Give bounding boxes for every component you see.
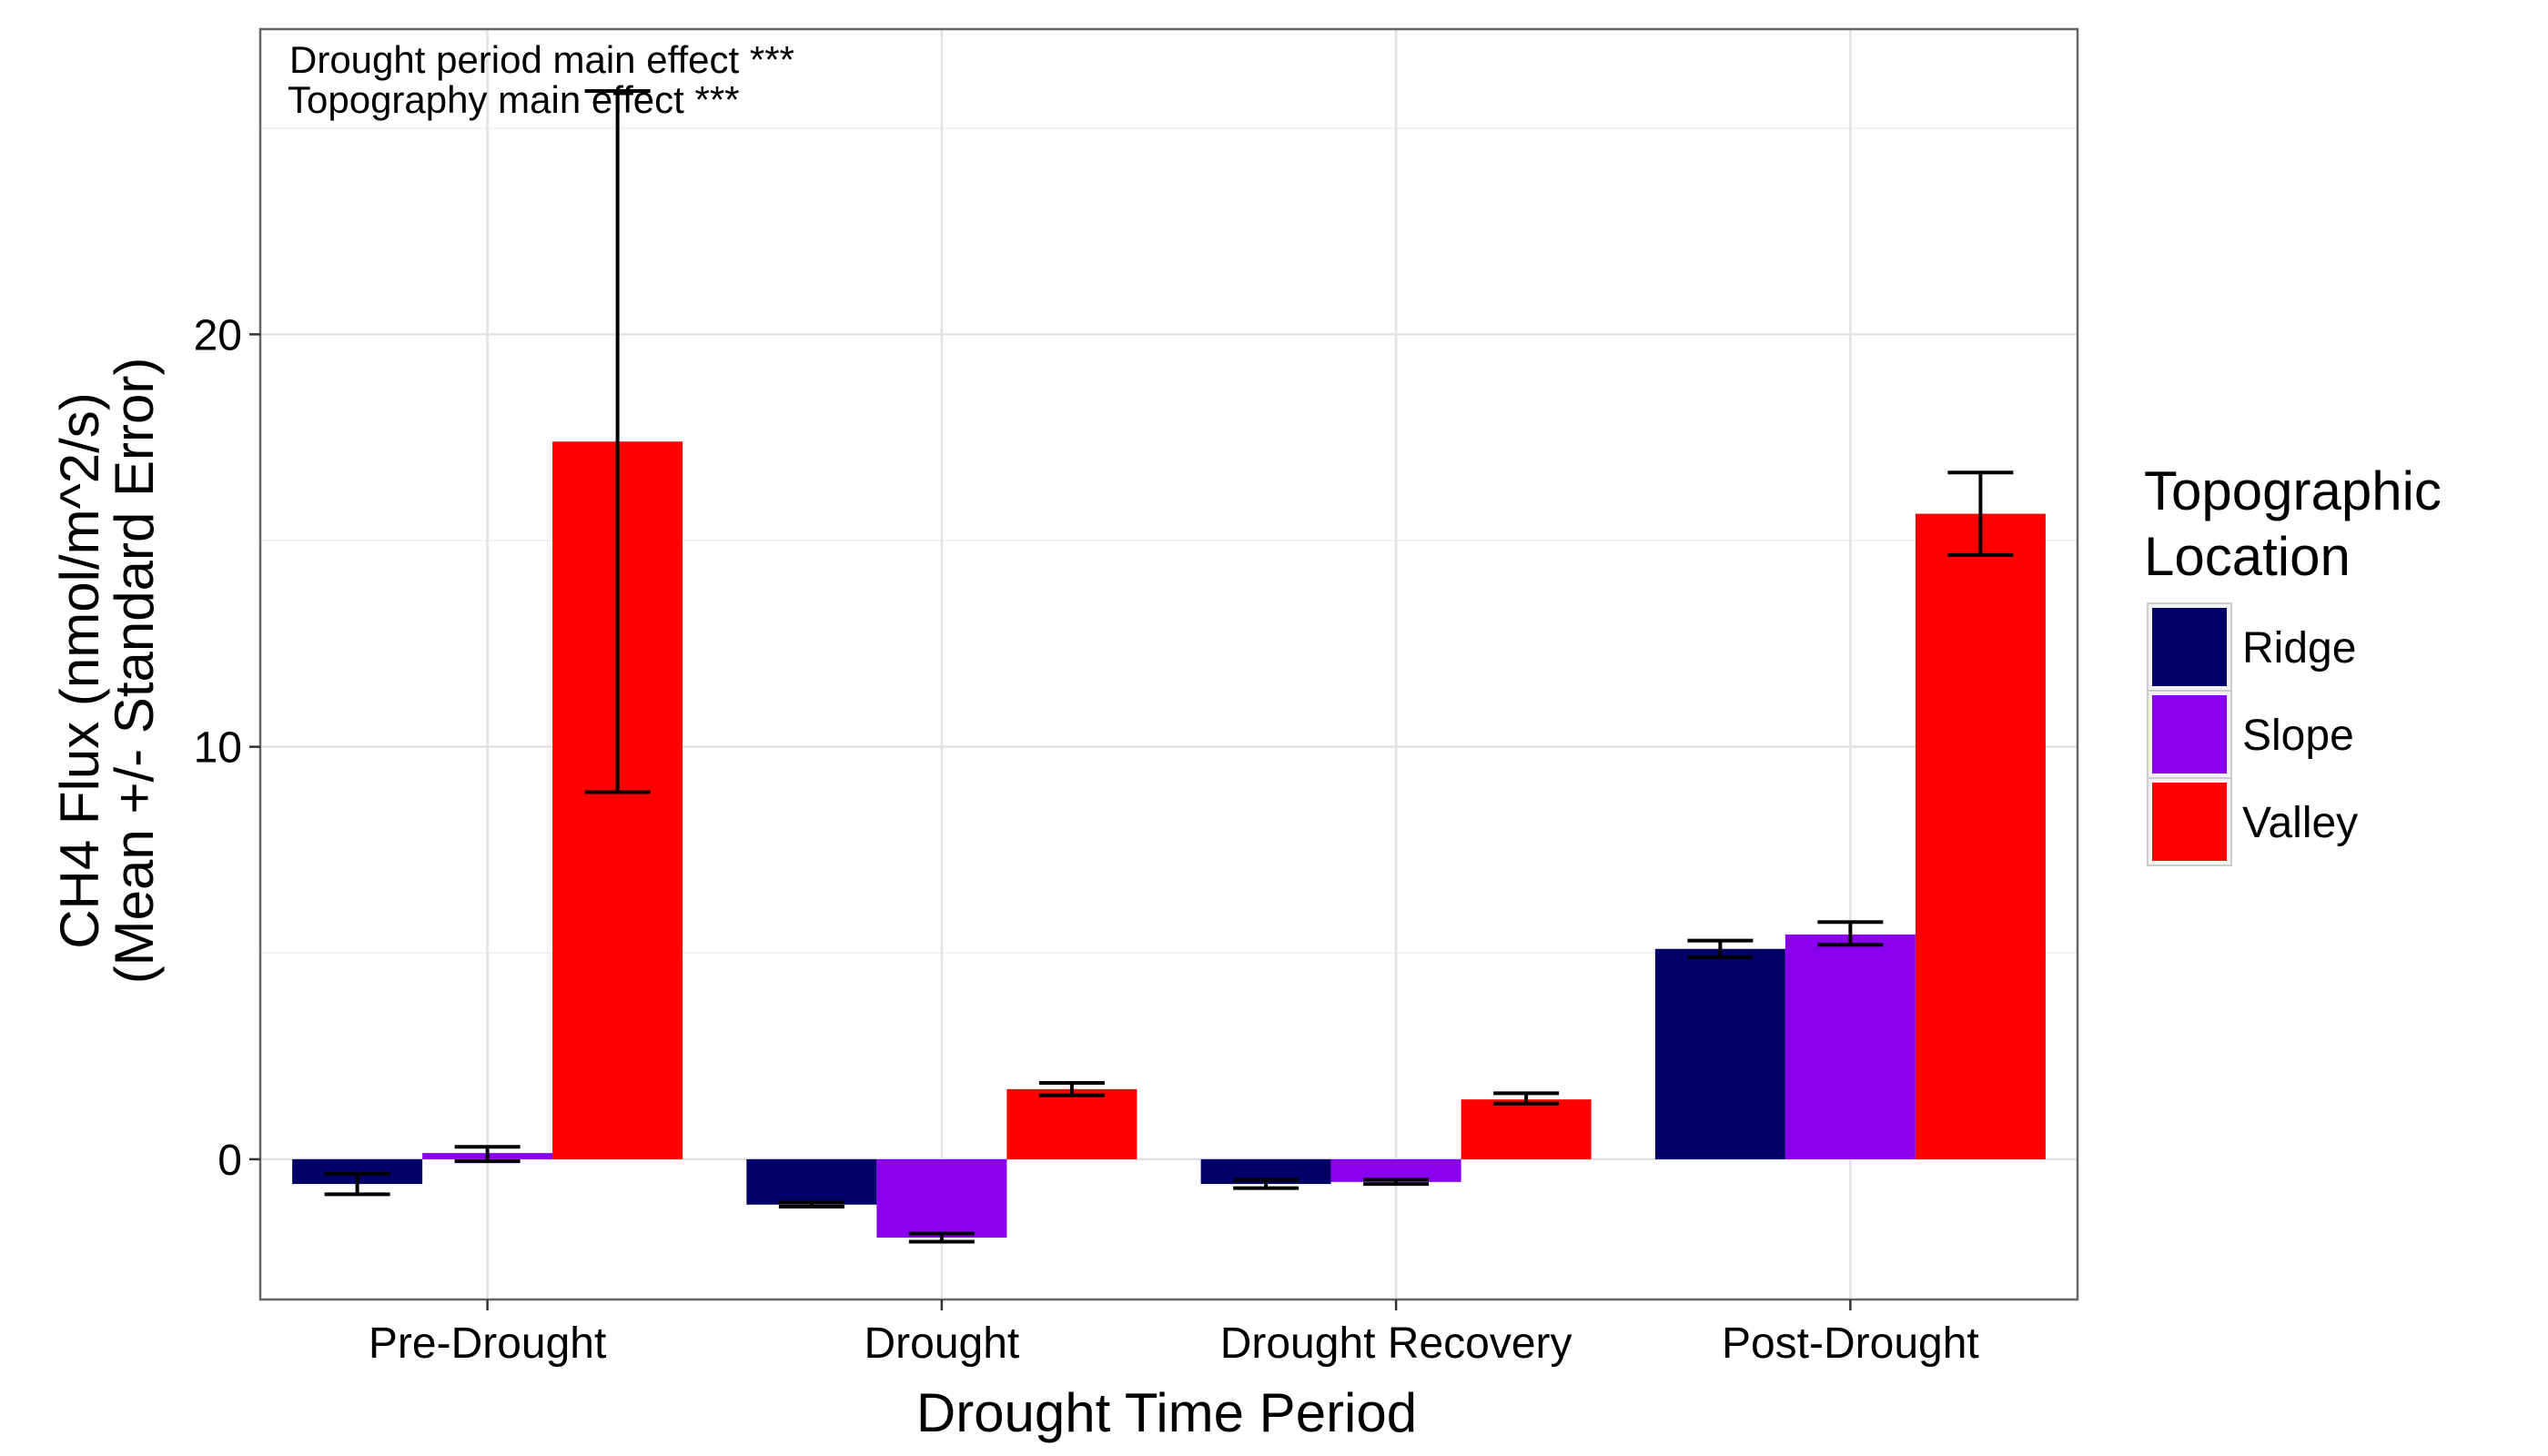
legend-keys: Ridge Slope Valley [2147,602,2358,866]
error-bar-ridge [1233,1178,1299,1190]
x-tick-label: Drought [864,1320,1019,1368]
legend-title-line2: Location [2144,526,2351,587]
legend-key-swatch-ridge [2152,608,2227,686]
error-bar-valley [584,88,651,794]
error-bar-valley [1038,1081,1105,1097]
plot-panel-border [258,27,2079,1301]
y-axis-title-line2: (Mean +/- Standard Error) [104,358,165,985]
x-axis-title: Drought Time Period [916,1382,1417,1443]
legend-label-ridge: Ridge [2242,624,2356,672]
legend-key-swatch-slope [2152,695,2227,774]
bar-ridge [746,1158,877,1205]
error-bars [324,88,2014,1244]
error-bar-ridge [1687,938,1754,959]
error-bar-slope [1817,920,1884,947]
error-bar-slope [908,1231,975,1244]
error-bar-slope [1363,1178,1430,1187]
bars [292,441,2046,1239]
legend-label-slope: Slope [2242,712,2354,760]
bar-slope [876,1158,1007,1239]
y-tick-label: 20 [194,311,242,359]
legend-title-line1: Topographic [2144,460,2442,521]
error-bar-ridge [778,1200,844,1209]
y-axis-title-line1: CH4 Flux (nmol/m^2/s) [49,392,110,949]
legend-label-valley: Valley [2242,799,2358,847]
annotation-drought-period: Drought period main effect *** [289,38,794,81]
error-bar-valley [1947,470,2014,557]
x-tick-label: Drought Recovery [1220,1320,1572,1368]
x-tick-label: Pre-Drought [369,1320,606,1368]
legend: Topographic Location Ridge Slope Valley [2144,460,2442,866]
x-tick-label: Post-Drought [1722,1320,1979,1368]
error-bar-valley [1493,1091,1560,1106]
bar-slope [1785,934,1916,1159]
error-bar-ridge [324,1171,390,1197]
bar-valley [1006,1088,1138,1159]
bar-valley [1915,513,2046,1159]
y-tick-label: 10 [194,724,242,773]
bar-valley [1461,1099,1592,1159]
legend-key-swatch-valley [2152,783,2227,861]
error-bar-slope [454,1145,521,1164]
y-tick-label: 0 [217,1137,242,1185]
annotation-topography: Topography main effect *** [288,78,740,121]
bar-ridge [1654,948,1785,1159]
axis-ticks: 0 10 20 Pre-Drought Drought Drought Recovery P… [194,311,1979,1368]
